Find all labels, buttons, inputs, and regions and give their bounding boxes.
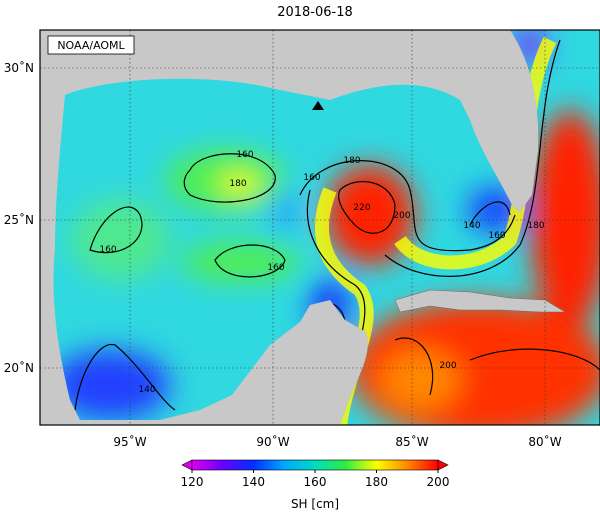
contour-label: 160 (303, 173, 320, 183)
map-title: 2018-06-18 (277, 5, 353, 20)
graticule (40, 30, 600, 425)
station-marker (312, 101, 324, 110)
colorbar-tick-label: 120 (181, 475, 204, 489)
lon-label: 80˚W (528, 434, 561, 449)
contour-label: 180 (229, 179, 246, 189)
contour-label: 140 (138, 385, 155, 395)
contour-label: 140 (463, 221, 480, 231)
lat-label: 20˚N (4, 360, 34, 375)
lon-label: 90˚W (256, 434, 289, 449)
lon-label: 95˚W (113, 434, 146, 449)
contour-label: 160 (488, 231, 505, 241)
colorbar-tick-label: 200 (427, 475, 450, 489)
map-frame (39, 29, 600, 426)
contour-label: 180 (527, 221, 544, 231)
lat-label: 30˚N (4, 60, 34, 75)
colorbar (191, 459, 439, 471)
colorbar-low-arrow (181, 459, 193, 471)
colorbar-label: SH [cm] (291, 497, 339, 511)
credit-box (47, 35, 135, 55)
contour-label: 180 (343, 156, 360, 166)
contour-label: 160 (99, 245, 116, 255)
colorbar-tick-label: 180 (365, 475, 388, 489)
contour-label: 200 (439, 361, 456, 371)
lat-label: 25˚N (4, 212, 34, 227)
contour-label: 160 (236, 150, 253, 160)
colorbar-tick-label: 160 (304, 475, 327, 489)
cuba (394, 289, 566, 313)
contour-labels: 160 180 160 160 180 160 220 200 140 160 180 140 200 (99, 150, 544, 395)
lon-label: 85˚W (395, 434, 428, 449)
colorbar-tick-label: 140 (242, 475, 265, 489)
contour-label: 220 (353, 203, 370, 213)
colorbar-high-arrow (437, 459, 449, 471)
contour-label: 200 (393, 211, 410, 221)
contour-label: 160 (267, 263, 284, 273)
credit: NOAA/AOML (57, 39, 125, 52)
island (318, 355, 335, 380)
